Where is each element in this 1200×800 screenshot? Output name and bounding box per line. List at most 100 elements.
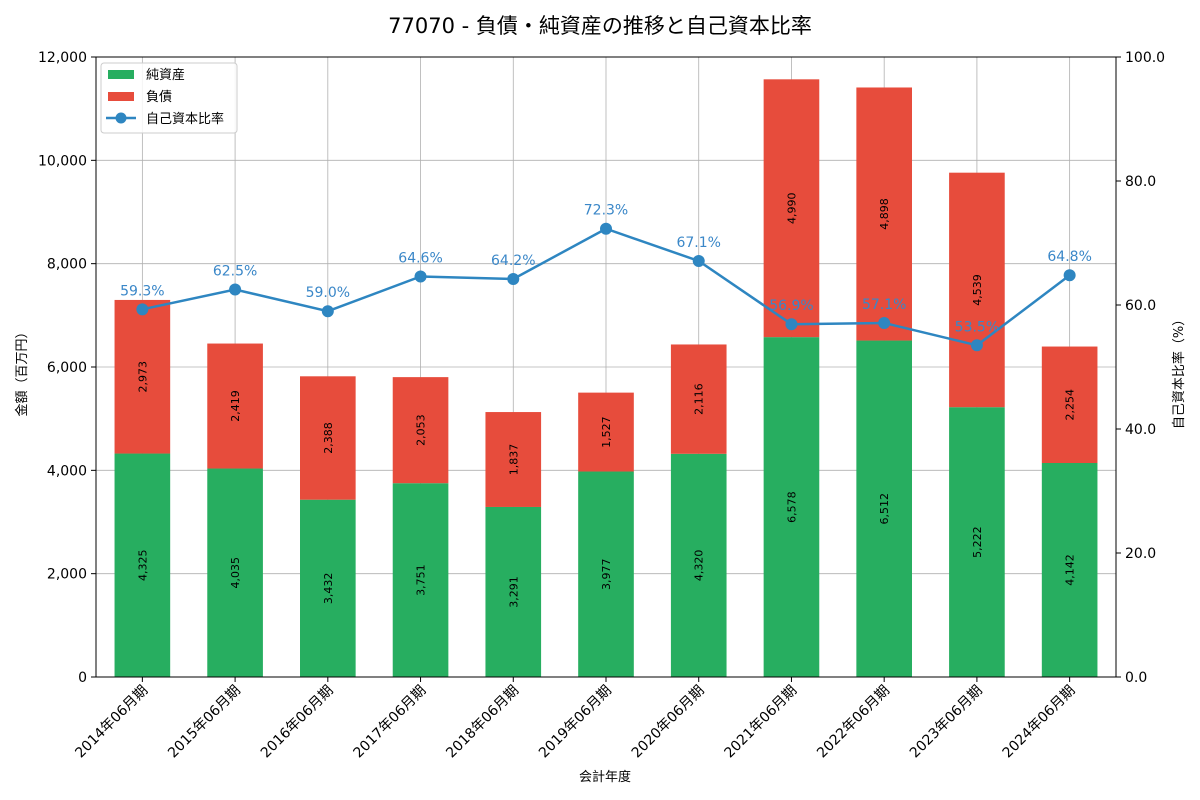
ratio-label: 67.1% [676,235,720,251]
bar-label-liabilities: 2,254 [1064,389,1077,421]
ratio-label: 62.5% [213,264,257,280]
bar-label-net-assets: 4,320 [693,550,706,582]
legend-label-liabilities: 負債 [146,90,172,105]
bar-label-net-assets: 3,977 [600,559,613,591]
bar-label-liabilities: 2,973 [136,361,149,393]
legend-label-ratio: 自己資本比率 [146,111,224,127]
y-tick-label: 0 [78,670,87,686]
plot-frame [95,56,1117,678]
x-tick-label: 2020年06月期 [629,683,708,762]
y2-tick-label: 40.0 [1125,422,1156,438]
bar-net-assets [114,453,171,677]
x-axis-label: 会計年度 [579,769,631,785]
y-tick-label: 4,000 [47,463,87,479]
x-tick-label: 2023年06月期 [907,683,986,762]
ratio-point [1063,269,1076,282]
bar-label-net-assets: 4,325 [136,550,149,582]
x-tick-label: 2016年06月期 [258,683,337,762]
bar-label-net-assets: 6,512 [878,493,891,524]
ratio-point [229,283,242,296]
bar-liabilities [949,172,1005,408]
ratio-point [692,254,705,267]
bar-label-liabilities: 4,898 [878,198,891,230]
bar-label-liabilities: 4,990 [785,192,798,224]
ratio-label: 64.6% [398,250,442,266]
bar-net-assets [392,483,449,677]
bar-labels: 4,325 2,973 4,035 2,419 3,432 2,388 3,751 2,053… [136,192,1076,607]
legend: 純資産 負債 自己資本比率 [100,62,238,134]
bar-liabilities [392,377,449,484]
x-tick-label: 2022年06月期 [814,683,893,762]
bar-label-net-assets: 3,751 [415,564,428,596]
bar-net-assets [485,506,542,677]
legend-label-net-assets: 純資産 [146,67,185,83]
bar-net-assets [300,499,356,677]
x-tick-label: 2015年06月期 [165,683,244,762]
bar-label-net-assets: 3,291 [507,576,520,608]
bar-label-liabilities: 2,053 [415,414,428,446]
x-tick-label: 2021年06月期 [721,683,800,762]
bar-liabilities [763,79,820,338]
bar-label-net-assets: 3,432 [322,573,335,605]
ratio-label: 56.9% [769,298,813,314]
y2-tick-label: 100.0 [1125,50,1165,66]
bar-liabilities [670,344,727,454]
ratio-point [878,316,891,329]
x-tick-label: 2018年06月期 [443,683,522,762]
ratio-label: 53.5% [955,319,999,335]
y2-tick-label: 60.0 [1125,298,1156,314]
ratio-label: 72.3% [584,203,628,219]
bar-net-assets [949,407,1005,677]
x-tick-label: 2014年06月期 [72,683,151,762]
ratio-line: 59.3% 62.5% 59.0% 64.6% 64.2% 72.3% 67.1% 56.9%… [120,203,1092,352]
bar-label-liabilities: 2,419 [229,390,242,422]
ratio-label: 57.1% [862,297,906,313]
bar-liabilities [856,87,912,341]
ratio-point [507,272,520,285]
y-tick-label: 12,000 [38,50,87,66]
bar-liabilities [207,343,263,469]
bars [114,79,1098,677]
bar-net-assets [763,337,820,677]
ratio-point [321,305,334,318]
x-tick-label: 2019年06月期 [536,683,615,762]
bar-net-assets [578,471,634,677]
ratio-label: 64.2% [491,253,535,269]
bar-net-assets [207,468,263,677]
y2-tick-label: 20.0 [1125,546,1156,562]
bar-liabilities [300,376,356,500]
bar-label-net-assets: 4,035 [229,557,242,589]
bar-liabilities [485,412,542,507]
legend-swatch-liabilities [108,92,134,101]
bar-label-liabilities: 1,527 [600,416,613,448]
x-tick-label: 2024年06月期 [1000,683,1079,762]
ratio-point [970,339,983,352]
y-tick-label: 2,000 [47,567,87,583]
y-tick-label: 6,000 [47,360,87,376]
y2-axis-label: 自己資本比率（%） [1171,313,1187,429]
bar-label-liabilities: 2,388 [322,422,335,454]
bar-net-assets [670,453,727,677]
ratio-point [785,318,798,331]
bar-label-liabilities: 4,539 [971,274,984,306]
y2-tick-label: 0.0 [1125,670,1147,686]
bar-label-net-assets: 4,142 [1064,554,1077,586]
legend-swatch-ratio-marker [115,112,127,124]
x-tick-label: 2017年06月期 [351,683,430,762]
y-tick-label: 8,000 [47,257,87,273]
chart-title: 77070 - 負債・純資産の推移と自己資本比率 [388,14,812,38]
ratio-label: 64.8% [1047,249,1091,265]
y2-tick-label: 80.0 [1125,174,1156,190]
bar-liabilities [114,299,171,454]
bar-liabilities [1041,346,1098,463]
ratio-point [136,303,149,316]
ratio-point [600,222,612,235]
bar-label-net-assets: 5,222 [971,526,984,558]
bar-net-assets [1041,462,1098,677]
bar-liabilities [578,392,634,472]
ratio-point [414,270,427,283]
ratio-label: 59.3% [120,283,164,299]
bar-net-assets [856,340,912,677]
y-tick-label: 10,000 [38,153,87,169]
